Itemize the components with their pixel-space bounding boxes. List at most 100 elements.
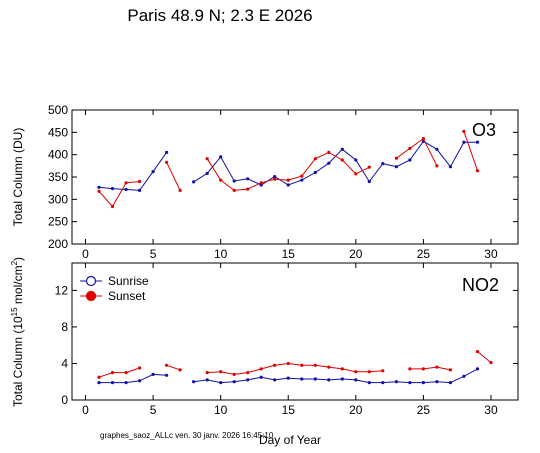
- legend-sunrise-label: Sunrise: [108, 274, 149, 288]
- no2-y-axis-label-part: 15: [10, 307, 19, 316]
- no2-sunset-point: [340, 367, 344, 371]
- o3-sunset-point: [205, 157, 209, 161]
- no2-sunrise-point: [354, 378, 358, 382]
- o3-sunrise-point: [205, 171, 209, 175]
- no2-sunset-point: [475, 350, 480, 354]
- o3-sunset-point: [408, 146, 412, 150]
- o3-sunset-point: [232, 188, 236, 192]
- no2-y-axis-label-part: ): [11, 257, 25, 261]
- o3-sunset-point: [165, 160, 169, 164]
- no2-sunset-point: [178, 368, 182, 372]
- no2-y-axis-label-part: mol/cm: [11, 265, 25, 307]
- o3-sunrise-point: [327, 161, 331, 165]
- o3-sunset-point: [327, 150, 331, 154]
- o3-sunrise-point: [408, 158, 412, 162]
- no2-sunrise-point: [421, 381, 425, 385]
- o3-y-tick-label: 350: [48, 170, 68, 184]
- no2-sunrise-point: [138, 379, 142, 383]
- no2-panel-label: NO2: [462, 275, 499, 295]
- no2-sunrise-point: [273, 378, 277, 382]
- no2-sunrise-point: [381, 381, 385, 385]
- o3-x-tick-label: 0: [82, 247, 89, 261]
- o3-sunset-point: [300, 174, 304, 178]
- x-axis-label: Day of Year: [259, 433, 321, 447]
- o3-sunrise-point: [448, 165, 452, 169]
- o3-sunset-point: [124, 181, 128, 185]
- o3-sunset-point: [367, 165, 371, 169]
- o3-sunrise-point: [286, 183, 290, 187]
- no2-sunrise-point: [300, 377, 304, 381]
- o3-sunrise-point: [124, 187, 128, 192]
- no2-plot-frame: [71, 262, 519, 401]
- o3-sunset-point: [475, 169, 480, 173]
- no2-sunrise-point: [151, 372, 155, 376]
- no2-sunset-point: [408, 367, 412, 371]
- no2-sunset-point: [97, 375, 101, 379]
- no2-sunrise-point: [192, 380, 196, 384]
- o3-sunrise-point: [97, 185, 101, 189]
- no2-sunrise-point: [448, 381, 452, 385]
- no2-y-tick-label: 12: [55, 283, 69, 297]
- no2-sunset-point: [313, 363, 317, 367]
- o3-y-tick-label: 200: [48, 237, 68, 251]
- no2-sunset-point: [232, 372, 236, 376]
- no2-sunset-point: [138, 366, 142, 370]
- no2-sunrise-point: [97, 381, 101, 385]
- no2-sunrise-point: [475, 367, 480, 371]
- no2-sunrise-point: [462, 374, 466, 378]
- no2-sunset-line: [409, 366, 451, 371]
- o3-sunrise-point: [381, 162, 385, 166]
- o3-x-tick-label: 25: [417, 247, 431, 261]
- o3-sunset-point: [421, 137, 425, 141]
- no2-sunrise-line: [99, 373, 167, 384]
- o3-sunrise-point: [110, 187, 115, 191]
- no2-sunset-point: [421, 367, 425, 371]
- no2-sunset-point: [165, 363, 169, 367]
- no2-y-axis-label: Total Column (1015 mol/cm2): [10, 257, 25, 407]
- o3-sunset-point: [97, 189, 101, 193]
- o3-x-tick-label: 5: [150, 247, 157, 261]
- no2-sunrise-point: [110, 381, 115, 385]
- o3-sunrise-point: [313, 170, 317, 175]
- no2-sunset-point: [124, 371, 128, 375]
- no2-sunset-line: [166, 364, 181, 371]
- o3-sunset-point: [435, 164, 439, 168]
- o3-sunset-point: [259, 181, 263, 185]
- no2-sunset-line: [207, 362, 383, 375]
- no2-sunset-point: [219, 370, 223, 374]
- o3-sunrise-point: [462, 140, 466, 144]
- o3-sunset-point: [219, 178, 223, 182]
- o3-x-tick-label: 30: [484, 247, 498, 261]
- o3-sunset-point: [138, 179, 142, 184]
- no2-sunset-point: [273, 363, 277, 367]
- no2-sunset-point: [259, 367, 263, 371]
- no2-sunrise-point: [232, 380, 236, 384]
- no2-sunset-line: [477, 351, 492, 363]
- o3-sunset-point: [313, 157, 317, 161]
- no2-sunrise-point: [313, 377, 317, 381]
- o3-x-tick-label: 20: [349, 247, 363, 261]
- no2-sunrise-point: [165, 373, 169, 377]
- no2-sunset-point: [286, 361, 290, 366]
- o3-sunrise-point: [165, 150, 169, 154]
- no2-x-tick-label: 5: [150, 403, 157, 417]
- no2-x-tick-label: 20: [349, 403, 363, 417]
- no2-sunrise-point: [327, 378, 331, 382]
- o3-sunset-line: [396, 137, 438, 167]
- legend-sunset-marker: [85, 290, 97, 302]
- no2-sunrise-point: [259, 375, 263, 379]
- o3-sunrise-line: [98, 152, 168, 191]
- o3-y-tick-label: 450: [48, 125, 68, 139]
- o3-y-axis-label: Total Column (DU): [11, 128, 25, 227]
- no2-sunset-point: [381, 369, 385, 373]
- no2-sunrise-point: [340, 377, 344, 381]
- o3-sunrise-point: [367, 179, 371, 184]
- no2-y-tick-label: 8: [61, 320, 68, 334]
- no2-sunset-line: [98, 367, 140, 378]
- no2-x-tick-label: 25: [417, 403, 431, 417]
- o3-y-tick-label: 400: [48, 148, 68, 162]
- no2-y-axis-label-part: 2: [10, 260, 19, 265]
- legend-sunrise-marker: [85, 275, 97, 287]
- no2-sunset-point: [435, 365, 439, 369]
